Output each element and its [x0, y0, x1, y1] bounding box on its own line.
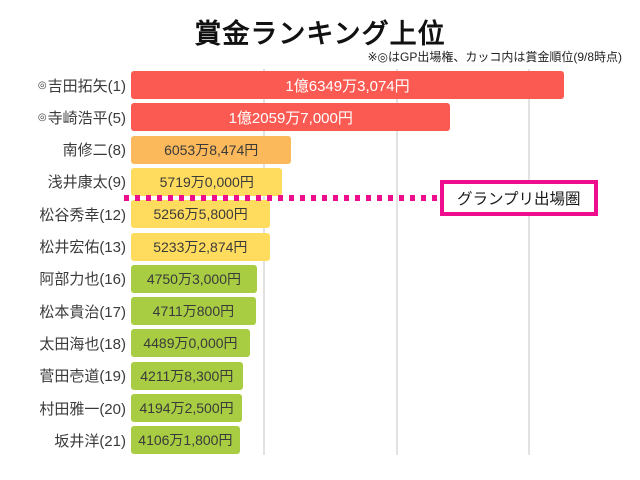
bar-value-label: 5256万5,800円 [153, 206, 248, 223]
bar: 4211万8,300円 [131, 361, 243, 390]
bar-value-label: 4106万1,800円 [138, 432, 233, 449]
bar-value-label: 4194万2,500円 [139, 400, 234, 416]
bar: 1億6349万3,074円 [131, 71, 565, 99]
bar-value-label: 5233万2,874円 [153, 238, 248, 255]
gridline [528, 69, 531, 455]
bar-value-label: 1億6349万3,074円 [285, 77, 410, 95]
category-label: 松谷秀幸(12) [39, 206, 126, 224]
gp-qualified-mark-icon: ◎ [37, 111, 47, 123]
bar-value-label: 4750万3,000円 [146, 270, 241, 287]
gp-qualified-mark-icon: ◎ [37, 79, 47, 91]
bar-value-label: 5719万0,000円 [159, 173, 254, 190]
category-label: 太田海也(18) [39, 335, 126, 353]
bar: 5256万5,800円 [131, 200, 271, 229]
gridline [395, 69, 398, 455]
bar: 4106万1,800円 [131, 426, 240, 455]
bar-value-label: 4489万0,000円 [143, 335, 238, 352]
category-label: 阿部力也(16) [39, 271, 126, 289]
category-label: 松本貴治(17) [39, 303, 126, 321]
category-label: ◎ 吉田拓矢(1) [0, 71, 126, 99]
bar: 4194万2,500円 [131, 394, 243, 422]
category-label: 村田雅一(20) [39, 400, 126, 418]
bar-value-label: 1億2059万7,000円 [228, 109, 353, 127]
bar-value-label: 4211万8,300円 [140, 367, 234, 384]
bar-value-label: 6053万8,474円 [164, 141, 259, 158]
category-label: ◎ 寺崎浩平(5) [0, 103, 126, 131]
category-label: 浅井康太(9) [47, 174, 126, 192]
chart-subtitle: ※◎はGP出場権、カッコ内は賞金順位(9/8時点) [367, 50, 622, 64]
category-label: 南修二(8) [62, 142, 126, 160]
bar-value-label: 4711万800円 [152, 303, 235, 320]
bar: 4711万800円 [131, 297, 256, 326]
category-label: 松井宏佑(13) [39, 239, 126, 256]
bar: 1億2059万7,000円 [131, 103, 451, 132]
rider-name: 寺崎浩平(5) [47, 109, 126, 127]
bar: 4750万3,000円 [131, 264, 257, 293]
chart-title: 賞金ランキング上位 [194, 19, 446, 49]
bar: 6053万8,474円 [131, 135, 292, 164]
bar: 5233万2,874円 [131, 232, 270, 261]
category-label: 坂井洋(21) [54, 432, 126, 450]
rider-name: 吉田拓矢(1) [47, 77, 126, 95]
gp-cutoff-dotted-line [124, 195, 441, 201]
category-label: 菅田壱道(19) [39, 368, 126, 386]
gp-zone-label-box: グランプリ出場圏 [440, 180, 598, 216]
gridline [263, 69, 266, 455]
bar: 4489万0,000円 [131, 329, 250, 358]
bar: 5719万0,000円 [131, 167, 283, 196]
